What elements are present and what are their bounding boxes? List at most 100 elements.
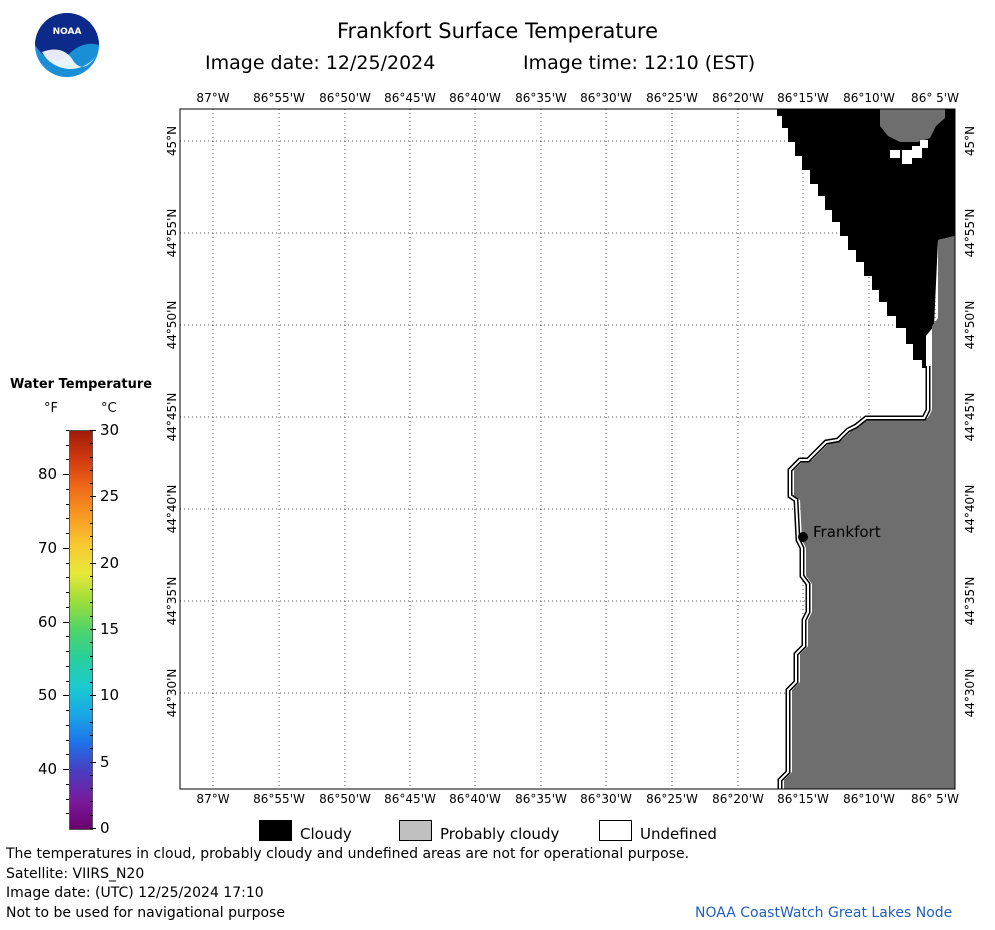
noaa-logo: NOAA (35, 13, 99, 77)
colorbar-c-tickmark (90, 589, 93, 591)
lon-label-top: 86°45'W (384, 91, 436, 105)
colorbar-f-tickmark (66, 710, 69, 712)
map-graticule (180, 109, 955, 789)
frankfort-marker[interactable] (798, 532, 808, 542)
legend-cloudy-label: Cloudy (300, 825, 352, 843)
footer-satellite: Satellite: VIIRS_N20 (6, 866, 145, 882)
colorbar-c-tickmark (90, 549, 93, 551)
colorbar-c-tickmark (90, 562, 96, 564)
colorbar (69, 430, 93, 830)
lon-label-top: 86° 5'W (911, 91, 959, 105)
colorbar-f-tickmark (63, 474, 69, 476)
image-time: Image time: 12:10 (EST) (523, 52, 756, 74)
lat-label-left: 44°30'N (165, 668, 179, 718)
colorbar-unit-c: °C (101, 401, 117, 416)
colorbar-f-label: 60 (38, 612, 58, 631)
lon-label-top: 86°15'W (777, 91, 829, 105)
colorbar-f-tickmark (66, 754, 69, 756)
legend-cloudy-swatch (259, 820, 292, 841)
lon-label-top: 86°35'W (515, 91, 567, 105)
lat-label-left: 45°N (165, 125, 179, 157)
lon-label-bottom: 86°45'W (384, 792, 436, 806)
lon-label-bottom: 86°35'W (515, 792, 567, 806)
colorbar-f-tickmark (66, 459, 69, 461)
colorbar-f-tickmark (63, 695, 69, 697)
lon-label-top: 86°10'W (843, 91, 895, 105)
lat-label-right: 44°35'N (963, 576, 977, 626)
colorbar-c-tickmark (90, 536, 93, 538)
colorbar-c-tickmark (90, 443, 93, 445)
colorbar-c-tickmark (90, 615, 93, 617)
colorbar-f-tickmark (66, 444, 69, 446)
colorbar-f-tickmark (63, 769, 69, 771)
colorbar-c-tickmark (90, 496, 96, 498)
lon-label-top: 86°30'W (580, 91, 632, 105)
colorbar-c-label: 25 (100, 487, 120, 506)
colorbar-c-label: 5 (100, 752, 110, 771)
lon-label-bottom: 86° 5'W (911, 792, 959, 806)
legend-undefined-label: Undefined (640, 825, 717, 843)
colorbar-f-tickmark (63, 621, 69, 623)
footer-credit-link[interactable]: NOAA CoastWatch Great Lakes Node (695, 905, 953, 921)
colorbar-f-label: 40 (38, 760, 58, 779)
lon-label-top: 86°50'W (319, 91, 371, 105)
lon-label-bottom: 86°10'W (843, 792, 895, 806)
colorbar-unit-f: °F (44, 401, 58, 416)
colorbar-c-tickmark (90, 575, 93, 577)
colorbar-c-label: 15 (100, 620, 120, 638)
colorbar-c-tickmark (90, 801, 93, 803)
colorbar-c-tickmark (90, 735, 93, 737)
colorbar-f-tickmark (66, 503, 69, 505)
shoreline-highlight (779, 366, 929, 789)
lon-label-bottom: 86°30'W (580, 792, 632, 806)
colorbar-f-tickmark (66, 813, 69, 815)
legend-undefined-swatch (599, 820, 632, 841)
legend-probably-cloudy-label: Probably cloudy (440, 825, 560, 843)
lat-label-left: 44°55'N (165, 208, 179, 258)
land-probably-cloudy (784, 236, 955, 789)
lon-label-bottom: 86°55'W (253, 792, 305, 806)
colorbar-c-tickmark (90, 668, 93, 670)
colorbar-c-tickmark (90, 483, 93, 485)
lat-label-right: 45°N (963, 125, 977, 157)
undefined-patch (890, 140, 928, 164)
city-label: Frankfort (813, 523, 881, 541)
colorbar-c-tickmark (90, 748, 93, 750)
colorbar-c-tickmark (90, 814, 93, 816)
colorbar-c-tickmark (90, 602, 93, 604)
colorbar-f-tickmark (66, 518, 69, 520)
lon-label-top: 86°25'W (646, 91, 698, 105)
colorbar-f-tickmark (66, 430, 69, 431)
colorbar-c-tickmark (90, 629, 96, 630)
colorbar-f-tickmark (66, 636, 69, 638)
noaa-logo-text: NOAA (53, 27, 82, 37)
colorbar-f-label: 50 (38, 686, 58, 705)
lat-label-right: 44°55'N (963, 208, 977, 258)
colorbar-c-tickmark (90, 682, 93, 684)
colorbar-f-tickmark (63, 547, 69, 549)
probably-cloudy-area-north (880, 109, 945, 142)
lat-label-left: 44°50'N (165, 300, 179, 350)
colorbar-c-tickmark (90, 522, 93, 524)
colorbar-c-label: 0 (100, 819, 110, 837)
lon-label-top: 86°55'W (253, 91, 305, 105)
colorbar-c-label: 10 (100, 686, 120, 705)
lat-label-right: 44°50'N (963, 300, 977, 350)
lat-label-right: 44°40'N (963, 484, 977, 534)
legend-probably-cloudy-swatch (399, 820, 432, 841)
lat-label-right: 44°45'N (963, 392, 977, 442)
footer-disclaimer: The temperatures in cloud, probably clou… (6, 846, 690, 862)
lon-label-top: 86°20'W (712, 91, 764, 105)
lon-label-top: 87°W (196, 91, 230, 105)
colorbar-c-tickmark (90, 788, 93, 790)
lon-label-bottom: 86°50'W (319, 792, 371, 806)
colorbar-f-label: 70 (38, 538, 58, 557)
map-frame (179, 108, 956, 790)
lat-label-right: 44°30'N (963, 668, 977, 718)
colorbar-c-tickmark (90, 469, 93, 471)
lat-label-left: 44°40'N (165, 484, 179, 534)
colorbar-c-label: 30 (100, 421, 120, 439)
image-date: Image date: 12/25/2024 (205, 52, 436, 74)
lon-label-bottom: 87°W (196, 792, 230, 806)
